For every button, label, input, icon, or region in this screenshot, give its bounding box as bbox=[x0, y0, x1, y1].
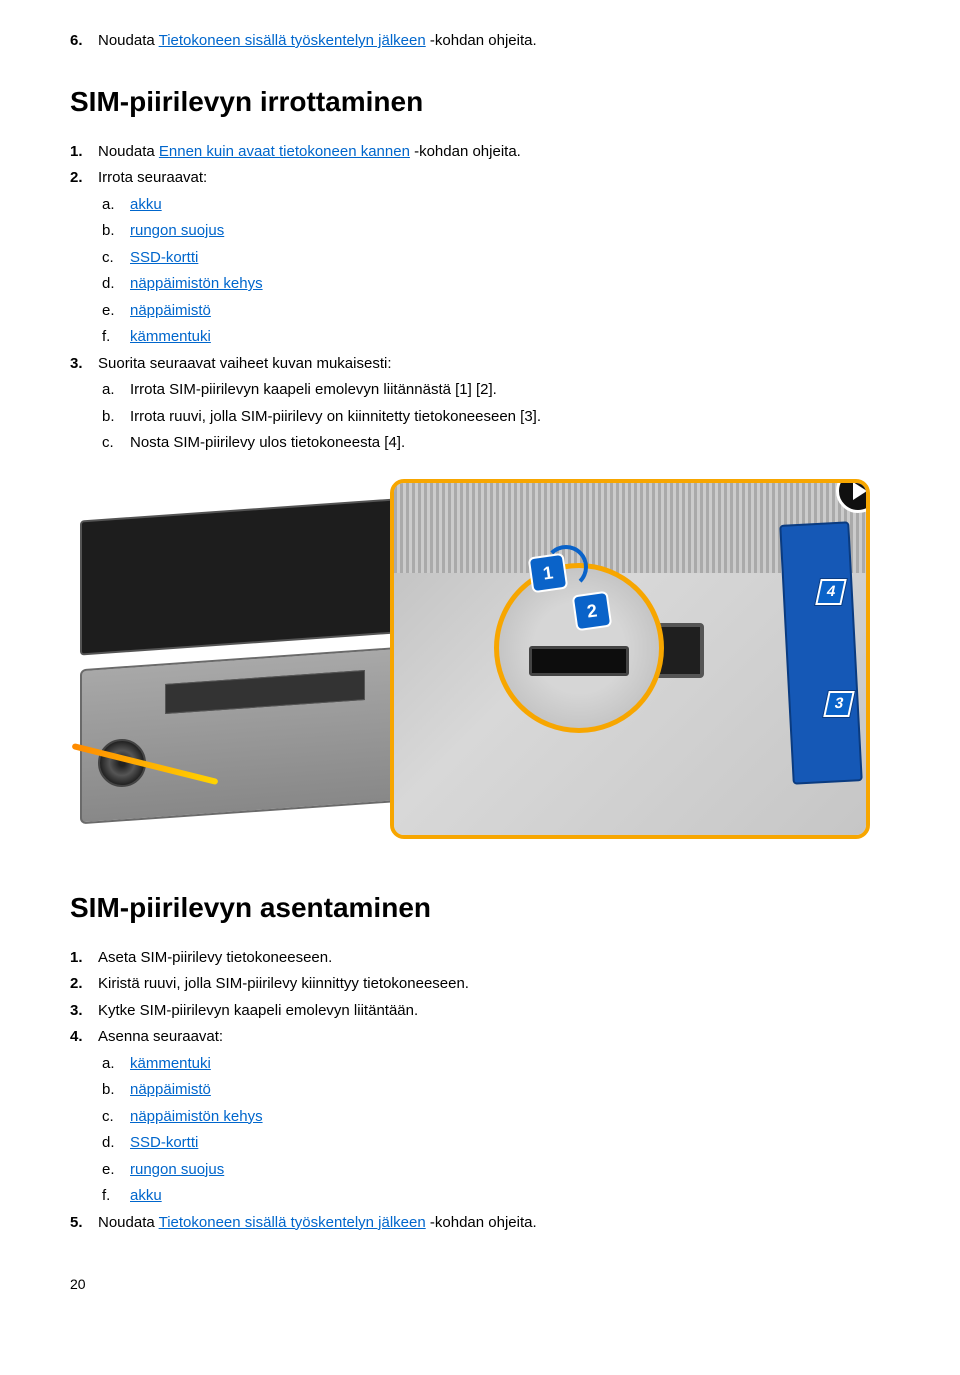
step-text: Suorita seuraavat vaiheet kuvan mukaises… bbox=[98, 353, 392, 376]
step-text: Kiristä ruuvi, jolla SIM-piirilevy kiinn… bbox=[98, 973, 469, 996]
substep-marker: b. bbox=[102, 220, 130, 243]
substep-marker: a. bbox=[102, 379, 130, 402]
substep-marker: d. bbox=[102, 1132, 130, 1155]
step-marker: 6. bbox=[70, 30, 98, 53]
remove-steps: 1. Noudata Ennen kuin avaat tietokoneen … bbox=[70, 141, 890, 455]
install-steps: 1.Aseta SIM-piirilevy tietokoneeseen. 2.… bbox=[70, 947, 890, 1235]
substep-marker: f. bbox=[102, 1185, 130, 1208]
link-base-cover[interactable]: rungon suojus bbox=[130, 220, 224, 243]
step-marker: 2. bbox=[70, 973, 98, 996]
substep-marker: a. bbox=[102, 194, 130, 217]
substep-marker: b. bbox=[102, 406, 130, 429]
link-kb-frame[interactable]: näppäimistön kehys bbox=[130, 1106, 263, 1129]
substep-marker: e. bbox=[102, 300, 130, 323]
callout-4: 4 bbox=[815, 579, 847, 605]
step-text: Aseta SIM-piirilevy tietokoneeseen. bbox=[98, 947, 332, 970]
link-after-working[interactable]: Tietokoneen sisällä työskentelyn jälkeen bbox=[159, 1214, 426, 1231]
callout-3: 3 bbox=[823, 691, 855, 717]
step-marker: 1. bbox=[70, 141, 98, 164]
step-marker: 3. bbox=[70, 353, 98, 376]
page-number: 20 bbox=[70, 1274, 890, 1295]
step-marker: 5. bbox=[70, 1212, 98, 1235]
callout-2: 2 bbox=[572, 590, 613, 631]
step-marker: 3. bbox=[70, 1000, 98, 1023]
substep-marker: b. bbox=[102, 1079, 130, 1102]
substep-marker: f. bbox=[102, 326, 130, 349]
step-marker: 1. bbox=[70, 947, 98, 970]
substep-marker: c. bbox=[102, 247, 130, 270]
step-6: 6. Noudata Tietokoneen sisällä työskente… bbox=[70, 30, 890, 53]
substep-marker: d. bbox=[102, 273, 130, 296]
step-marker: 2. bbox=[70, 167, 98, 190]
link-battery[interactable]: akku bbox=[130, 1185, 162, 1208]
step-text: Noudata Tietokoneen sisällä työskentelyn… bbox=[98, 1212, 537, 1235]
link-after-working[interactable]: Tietokoneen sisällä työskentelyn jälkeen bbox=[159, 32, 426, 49]
link-base-cover[interactable]: rungon suojus bbox=[130, 1159, 224, 1182]
link-palmrest[interactable]: kämmentuki bbox=[130, 1053, 211, 1076]
link-ssd[interactable]: SSD-kortti bbox=[130, 1132, 198, 1155]
substep-text: Nosta SIM-piirilevy ulos tietokoneesta [… bbox=[130, 432, 405, 455]
heading-remove-sim-board: SIM-piirilevyn irrottaminen bbox=[70, 81, 890, 123]
step-text: Irrota seuraavat: bbox=[98, 167, 207, 190]
step-marker: 4. bbox=[70, 1026, 98, 1049]
link-kb-frame[interactable]: näppäimistön kehys bbox=[130, 273, 263, 296]
link-battery[interactable]: akku bbox=[130, 194, 162, 217]
step-text: Asenna seuraavat: bbox=[98, 1026, 223, 1049]
link-keyboard[interactable]: näppäimistö bbox=[130, 1079, 211, 1102]
step-text: Kytke SIM-piirilevyn kaapeli emolevyn li… bbox=[98, 1000, 418, 1023]
link-keyboard[interactable]: näppäimistö bbox=[130, 300, 211, 323]
callout-1: 1 bbox=[528, 552, 569, 593]
substep-marker: c. bbox=[102, 432, 130, 455]
heading-install-sim-board: SIM-piirilevyn asentaminen bbox=[70, 887, 890, 929]
diagram-sim-board-removal: 1 2 3 4 bbox=[70, 479, 870, 859]
substep-marker: c. bbox=[102, 1106, 130, 1129]
zoom-panel: 1 2 3 4 bbox=[390, 479, 870, 839]
step-text: Noudata Tietokoneen sisällä työskentelyn… bbox=[98, 30, 537, 53]
substep-marker: e. bbox=[102, 1159, 130, 1182]
substep-marker: a. bbox=[102, 1053, 130, 1076]
substep-text: Irrota ruuvi, jolla SIM-piirilevy on kii… bbox=[130, 406, 541, 429]
link-ssd[interactable]: SSD-kortti bbox=[130, 247, 198, 270]
link-before-working[interactable]: Ennen kuin avaat tietokoneen kannen bbox=[159, 143, 410, 160]
substep-text: Irrota SIM-piirilevyn kaapeli emolevyn l… bbox=[130, 379, 497, 402]
link-palmrest[interactable]: kämmentuki bbox=[130, 326, 211, 349]
laptop-illustration bbox=[70, 509, 440, 809]
step-text: Noudata Ennen kuin avaat tietokoneen kan… bbox=[98, 141, 521, 164]
zoom-circle bbox=[494, 563, 664, 733]
